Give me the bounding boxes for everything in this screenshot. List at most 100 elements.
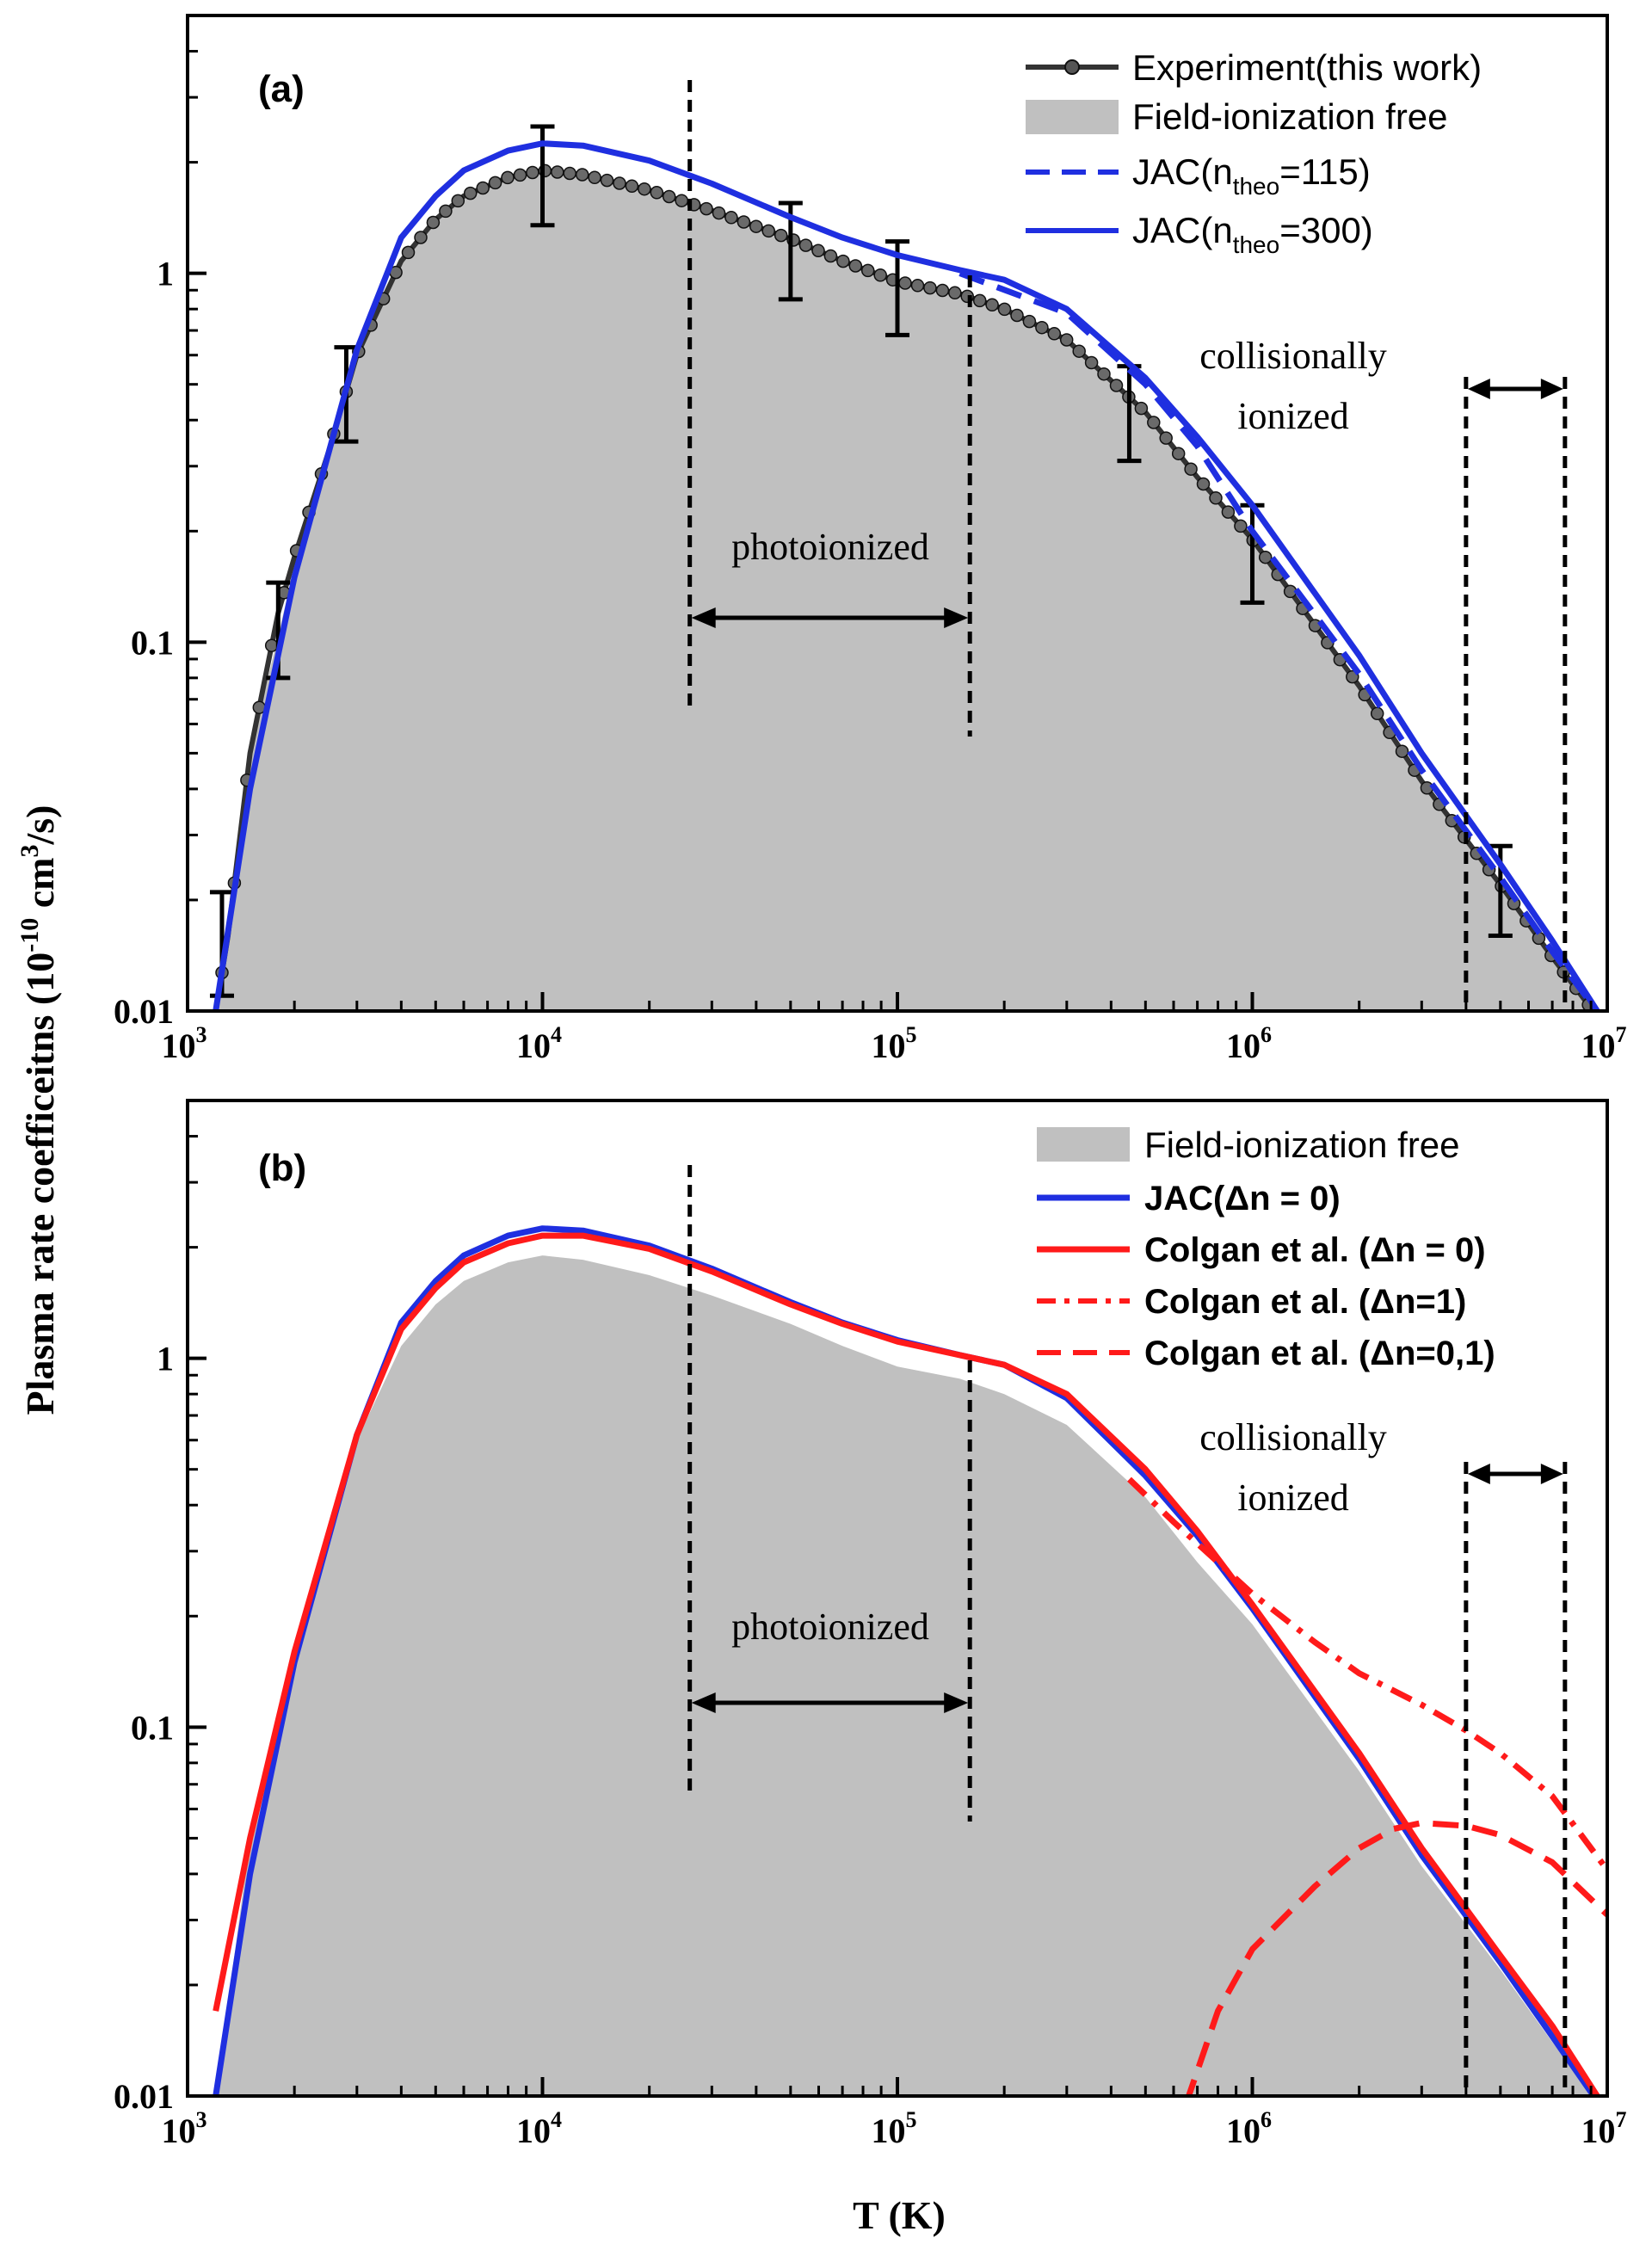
experiment-marker	[675, 194, 688, 207]
x-tick-label: 105	[872, 1022, 917, 1065]
panel-a-series-2-line	[959, 270, 1601, 1011]
experiment-marker	[700, 201, 713, 216]
panel-a-frame	[186, 14, 1609, 1013]
x-axis-title: T (K)	[853, 2193, 946, 2237]
x-tick-label: 104	[516, 2107, 562, 2150]
experiment-marker	[463, 186, 478, 200]
experiment-marker	[1395, 744, 1409, 758]
panel-a-series-3-line	[213, 140, 1601, 1011]
experiment-marker	[798, 238, 813, 252]
experiment-marker	[1084, 355, 1099, 370]
panel-b-plot-area	[213, 1165, 1607, 2096]
legend-b-colgan0-label: Colgan et al. (Δn = 0)	[1144, 1231, 1486, 1269]
panel-b: 103 104 105 106 107 0.01 0.1 1 (b) photoionized…	[114, 1099, 1627, 2150]
experiment-marker	[1047, 327, 1062, 341]
experiment-marker	[401, 245, 416, 260]
experiment-marker	[923, 280, 937, 295]
experiment-marker	[1209, 491, 1223, 505]
panel-b-label: (b)	[258, 1147, 306, 1189]
experiment-marker	[1196, 477, 1211, 491]
photoionized-arrow-head-left	[691, 1692, 716, 1713]
panel-b-photoionized-label: photoionized	[731, 1606, 929, 1648]
x-tick-label: 104	[516, 1022, 562, 1065]
experiment-marker	[761, 224, 775, 238]
experiment-marker	[501, 170, 515, 185]
experiment-marker	[1134, 401, 1149, 416]
y-tick-label: 0.01	[114, 992, 174, 1031]
experiment-marker	[588, 170, 601, 185]
experiment-marker	[1109, 379, 1124, 392]
experiment-marker	[551, 165, 564, 179]
experiment-marker	[997, 302, 1012, 317]
legend-a-area-label: Field-ionization free	[1132, 96, 1448, 137]
legend-a-jac115-label: JAC(ntheo=115)	[1132, 151, 1371, 200]
panel-a-label: (a)	[258, 68, 305, 110]
experiment-marker	[1097, 367, 1111, 381]
legend-b-area-label: Field-ionization free	[1144, 1125, 1460, 1165]
panel-a: 103 104 105 106 107 0.01 0.1 1 (a) photoionized…	[114, 14, 1627, 1065]
experiment-marker	[774, 228, 788, 243]
panel-a-region-markers	[687, 80, 1568, 1011]
experiment-marker	[1184, 462, 1198, 476]
experiment-marker	[935, 283, 950, 298]
experiment-marker	[1147, 416, 1161, 429]
experiment-marker	[1035, 320, 1049, 335]
panel-b-ionized-label: ionized	[1237, 1476, 1349, 1519]
x-tick-label: 107	[1581, 1022, 1627, 1065]
experiment-marker	[898, 276, 912, 290]
photoionized-arrow-head-right	[944, 1692, 969, 1713]
experiment-marker	[1159, 431, 1173, 445]
legend-a-jac300-label: JAC(ntheo=300)	[1132, 210, 1373, 258]
experiment-marker	[737, 215, 751, 229]
panel-b-series-3-line	[1127, 1476, 1607, 1872]
experiment-marker	[488, 176, 502, 190]
collisional-arrow-head-right	[1540, 1464, 1563, 1484]
experiment-marker	[613, 176, 626, 190]
y-axis-title: Plasma rate coefficeitns (10-10 cm3/s)	[15, 805, 62, 1415]
panel-b-region-markers	[687, 1165, 1568, 2096]
collisional-arrow-head-left	[1467, 379, 1490, 399]
experiment-marker	[1022, 314, 1037, 329]
panel-a-ionized-label: ionized	[1237, 395, 1349, 437]
y-tick-label: 0.1	[131, 623, 174, 662]
panel-b-ticks: 103 104 105 106 107 0.01 0.1 1	[114, 1099, 1627, 2150]
y-tick-label: 0.01	[114, 2077, 174, 2116]
panel-b-collisionally-label: collisionally	[1199, 1416, 1387, 1458]
panel-a-photoionized-label: photoionized	[731, 526, 929, 568]
experiment-marker	[860, 263, 875, 278]
experiment-marker	[662, 189, 676, 204]
y-tick-label: 0.1	[131, 1708, 174, 1747]
panel-b-series-4-line	[1185, 1820, 1607, 2096]
legend-b-jac-label: JAC(Δn = 0)	[1144, 1180, 1341, 1218]
legend-b-area-swatch	[1037, 1127, 1130, 1162]
panel-a-series	[209, 80, 1601, 1011]
experiment-marker	[724, 211, 738, 225]
experiment-marker	[1072, 344, 1086, 358]
experiment-marker	[1171, 447, 1186, 460]
experiment-marker	[836, 254, 850, 268]
experiment-marker	[749, 219, 763, 233]
experiment-marker	[873, 268, 887, 282]
experiment-marker	[1059, 333, 1074, 347]
panel-b-legend: Field-ionization free JAC(Δn = 0) Colgan…	[1037, 1125, 1495, 1372]
experiment-marker	[1221, 505, 1236, 519]
x-tick-label: 103	[162, 2107, 207, 2150]
experiment-marker	[625, 179, 639, 194]
experiment-marker	[451, 194, 465, 208]
panel-b-area-field-ionization-free	[215, 1255, 1600, 2096]
experiment-marker	[414, 231, 428, 244]
experiment-marker	[600, 173, 614, 188]
experiment-marker	[1370, 706, 1384, 721]
legend-b-colgan01-label: Colgan et al. (Δn=0,1)	[1144, 1335, 1495, 1372]
experiment-marker	[650, 186, 664, 200]
collisional-arrow-head-right	[1540, 379, 1563, 399]
experiment-marker	[823, 249, 838, 263]
experiment-marker	[513, 168, 527, 182]
panel-b-series-2-line	[213, 1232, 1601, 2096]
x-tick-label: 107	[1581, 2107, 1627, 2150]
experiment-marker	[948, 286, 962, 300]
x-tick-label: 106	[1226, 2107, 1272, 2150]
x-tick-label: 105	[872, 2107, 917, 2150]
legend-a-area-swatch	[1026, 100, 1119, 134]
